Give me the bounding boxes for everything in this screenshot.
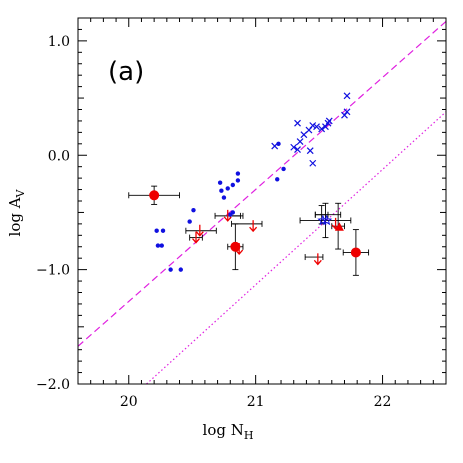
cross-stroke xyxy=(309,122,317,129)
tick-labels: 20 21 22 −2.0 −1.0 0.0 1.0 xyxy=(36,34,391,410)
cross-point xyxy=(343,92,351,100)
y-tick-label: −2.0 xyxy=(36,377,70,393)
y-tick-label: 0.0 xyxy=(48,148,70,164)
panel-label: (a) xyxy=(108,57,144,87)
dot-point xyxy=(230,210,236,215)
arrow-head xyxy=(249,226,258,233)
arrow-head xyxy=(192,238,201,244)
dot-point xyxy=(230,182,236,188)
dotted-reference-line xyxy=(146,111,446,384)
cross-point xyxy=(309,122,317,129)
large-dot-point xyxy=(350,247,361,258)
dot-point xyxy=(168,267,173,272)
dot-point xyxy=(281,166,286,172)
cross-stroke xyxy=(343,108,351,116)
dot-point xyxy=(235,171,241,176)
arrow-head xyxy=(195,231,204,237)
cross-point xyxy=(325,117,333,125)
dot-point xyxy=(154,228,159,233)
star-point xyxy=(321,214,333,226)
cross-point xyxy=(343,108,351,116)
dot-point xyxy=(225,186,230,191)
error-bar xyxy=(231,220,263,227)
ticks xyxy=(77,17,447,385)
large-dot-point xyxy=(230,241,241,252)
cross-stroke xyxy=(322,123,329,131)
cross-stroke xyxy=(341,111,348,119)
cross-point xyxy=(341,111,348,119)
dot-point xyxy=(219,188,224,193)
cross-point xyxy=(318,125,326,133)
cross-point xyxy=(294,119,301,127)
cross-stroke xyxy=(313,123,320,131)
data-points xyxy=(149,92,361,272)
triangle-point xyxy=(334,222,344,231)
cross-point xyxy=(294,146,301,153)
cross-point xyxy=(306,147,314,155)
x-axis-title: log NH xyxy=(203,421,254,442)
arrow-head xyxy=(223,216,232,222)
cross-stroke xyxy=(325,117,333,125)
cross-stroke xyxy=(306,147,314,155)
dot-point xyxy=(276,141,281,147)
upper-limit-arrow xyxy=(223,209,232,222)
dot-point xyxy=(159,243,164,248)
arrow-head xyxy=(331,224,340,230)
y-axis-title: log AV xyxy=(6,188,27,236)
large-dot-point xyxy=(149,190,160,201)
dot-point xyxy=(187,219,192,224)
x-tick-label: 20 xyxy=(120,394,138,410)
axes xyxy=(77,17,447,385)
cross-point xyxy=(290,143,298,151)
cross-point xyxy=(322,123,329,131)
star-point xyxy=(317,214,329,226)
dot-point xyxy=(155,243,161,248)
cross-stroke xyxy=(318,125,326,133)
y-tick-label: 1.0 xyxy=(48,34,70,50)
upper-limit-arrow xyxy=(313,253,322,266)
dot-point xyxy=(191,207,196,213)
cross-stroke xyxy=(309,159,317,167)
arrow-head xyxy=(235,249,244,256)
cross-stroke xyxy=(294,119,301,127)
upper-limit-arrow xyxy=(331,217,340,230)
cross-point xyxy=(309,159,317,167)
y-tick-label: −1.0 xyxy=(36,263,70,279)
dot-point xyxy=(217,180,223,185)
dot-point xyxy=(235,178,241,183)
dot-point xyxy=(178,267,183,272)
cross-stroke xyxy=(296,138,304,145)
x-tick-label: 22 xyxy=(374,394,392,410)
dot-point xyxy=(221,195,227,200)
error-bar xyxy=(314,205,329,225)
cross-stroke xyxy=(290,143,298,151)
reference-lines xyxy=(78,20,446,384)
cross-stroke xyxy=(294,146,301,153)
cross-point xyxy=(296,138,304,145)
dot-point xyxy=(160,228,166,233)
error-bar xyxy=(185,227,217,234)
cross-point xyxy=(313,123,320,131)
upper-limit-arrow xyxy=(235,243,244,256)
cross-stroke xyxy=(343,92,351,100)
error-bar xyxy=(304,254,324,261)
upper-limit-arrow xyxy=(192,231,201,244)
dot-point xyxy=(275,177,280,182)
upper-limit-arrow xyxy=(195,224,204,237)
dashed-reference-line xyxy=(78,20,446,347)
arrow-head xyxy=(313,259,322,266)
upper-limit-arrow xyxy=(249,220,258,233)
x-tick-label: 21 xyxy=(247,394,265,410)
